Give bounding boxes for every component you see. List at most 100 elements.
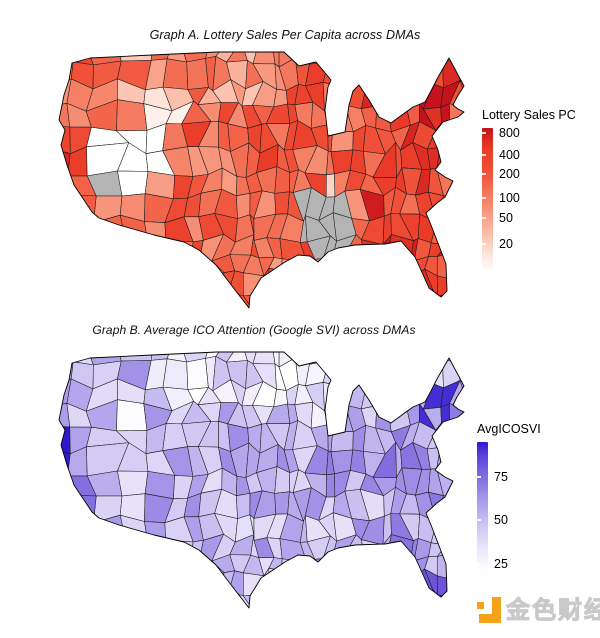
dma-region	[59, 236, 65, 260]
watermark-text: 金色财经	[506, 597, 600, 625]
dma-region	[295, 52, 310, 65]
dma-region	[373, 352, 395, 362]
dma-region	[373, 59, 399, 83]
dma-region	[125, 555, 153, 576]
dma-region	[408, 260, 417, 277]
dma-region	[280, 570, 305, 596]
dma-region	[431, 352, 443, 366]
legend-b-colorbar	[477, 442, 488, 589]
dma-region	[435, 352, 457, 363]
dma-region	[297, 559, 316, 578]
dma-region	[354, 286, 369, 308]
dma-region	[323, 587, 342, 608]
dma-region	[297, 276, 316, 298]
dma-region	[59, 236, 98, 256]
dma-region	[436, 141, 457, 178]
dma-region	[308, 352, 329, 365]
dma-region	[462, 389, 464, 411]
dma-region	[337, 352, 348, 361]
dma-region	[408, 571, 419, 594]
dma-region	[452, 441, 464, 478]
dma-region	[431, 52, 443, 66]
dma-region	[322, 82, 343, 112]
dma-region	[122, 271, 154, 293]
dma-region	[146, 555, 173, 576]
dma-region	[436, 275, 459, 296]
dma-region	[274, 191, 290, 215]
dma-region	[59, 352, 74, 363]
dma-region	[468, 447, 472, 471]
dma-region	[311, 596, 332, 608]
dma-region	[59, 585, 69, 608]
map-a-choropleth	[58, 50, 473, 314]
dma-region	[287, 313, 306, 314]
dma-region	[200, 611, 214, 614]
dma-region	[326, 306, 342, 308]
legend-tick-mark	[477, 519, 481, 522]
dma-region	[372, 268, 393, 297]
dma-region	[59, 52, 74, 63]
dma-region	[449, 250, 464, 280]
dma-region	[146, 274, 173, 294]
dma-region	[125, 255, 153, 276]
dma-region	[436, 441, 457, 478]
dma-region	[325, 173, 336, 198]
legend-tick-mark	[482, 217, 486, 220]
dma-region	[390, 590, 412, 608]
dma-region	[149, 591, 173, 608]
dma-region	[59, 211, 71, 246]
dma-region	[468, 147, 472, 171]
dma-region	[357, 553, 384, 573]
legend-tick-label: 400	[499, 148, 520, 163]
dma-region	[467, 551, 472, 574]
dma-region	[265, 589, 293, 608]
dma-region	[311, 572, 329, 598]
dma-region	[439, 211, 452, 246]
dma-region	[59, 124, 71, 154]
dma-region	[413, 352, 438, 366]
dma-region	[169, 585, 193, 608]
dma-region	[468, 466, 472, 495]
dma-region	[390, 290, 412, 308]
legend-tick-mark	[482, 172, 486, 175]
dma-region	[410, 290, 425, 308]
map-b-choropleth	[58, 351, 472, 614]
dma-region	[455, 471, 464, 500]
dma-region	[92, 542, 127, 557]
dma-region	[146, 255, 173, 276]
dma-region	[212, 311, 234, 314]
dma-region	[417, 589, 434, 608]
dma-region	[330, 449, 354, 475]
dma-region	[323, 272, 338, 298]
dma-region	[68, 573, 96, 597]
dma-region	[330, 430, 354, 453]
dma-region	[116, 399, 148, 432]
legend-tick-mark	[482, 242, 486, 245]
dma-region	[435, 52, 457, 63]
dma-region	[280, 289, 307, 308]
dma-region	[169, 607, 183, 608]
dma-region	[265, 289, 293, 308]
dma-region	[459, 310, 472, 314]
dma-region	[125, 242, 153, 257]
dma-region	[117, 170, 149, 197]
dma-region	[186, 58, 209, 90]
dma-region	[466, 215, 472, 236]
dma-region	[65, 194, 97, 224]
dma-region	[413, 52, 438, 66]
dma-region	[405, 357, 424, 385]
dma-region	[465, 409, 472, 429]
dma-region	[323, 572, 338, 598]
dma-region	[451, 352, 464, 364]
dma-region	[451, 535, 464, 551]
dma-region	[468, 50, 473, 63]
dma-region	[459, 610, 472, 614]
dma-region	[431, 359, 444, 389]
dma-region	[428, 542, 447, 557]
dma-region	[317, 306, 332, 308]
legend-tick-label: 20	[499, 236, 513, 251]
dma-region	[59, 494, 71, 518]
dma-region	[449, 273, 464, 298]
dma-region	[59, 276, 74, 293]
